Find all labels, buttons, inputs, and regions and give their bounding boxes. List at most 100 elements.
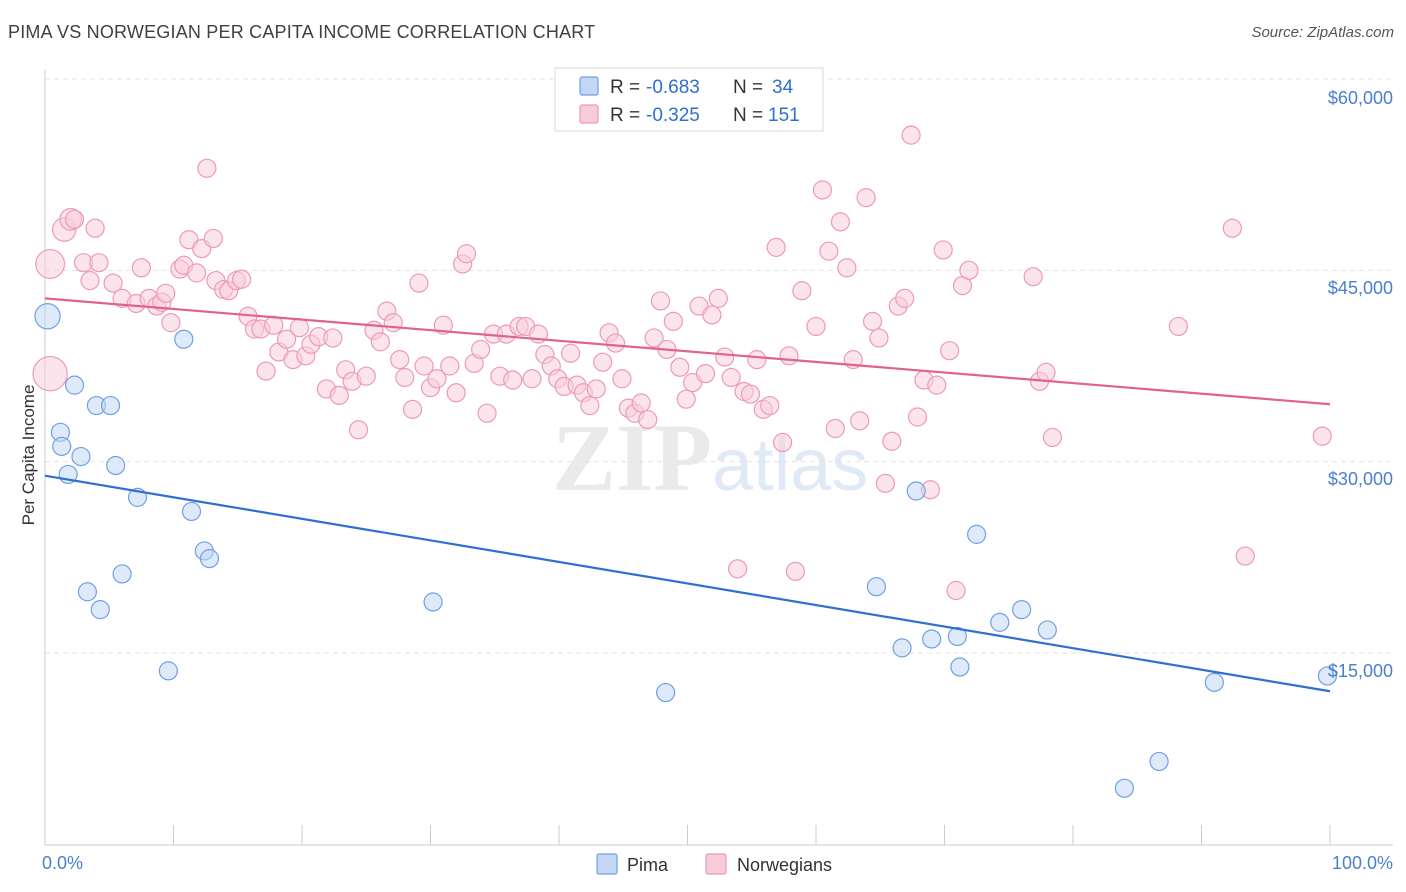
norwegians-point (740, 384, 761, 404)
y-tick-label: $30,000 (1328, 469, 1393, 489)
norwegians-point (695, 364, 716, 384)
norwegians-point (427, 369, 447, 389)
watermark-atlas: atlas (712, 423, 868, 506)
legend-n-value: 151 (768, 105, 800, 126)
pima-point (181, 501, 202, 522)
norwegians-point (156, 283, 176, 303)
norwegians-point (433, 315, 453, 335)
pima-point (90, 600, 110, 620)
norwegians-point (64, 209, 85, 229)
pima-point (423, 592, 443, 612)
norwegians-point (940, 341, 960, 361)
pima-point (656, 682, 676, 703)
norwegians-point (959, 260, 979, 280)
series-norwegians (32, 125, 1332, 601)
norwegians-point (638, 409, 658, 430)
series-pima (34, 303, 1338, 798)
norwegians-point (702, 305, 722, 325)
norwegians-point (806, 316, 826, 337)
pima-point (1037, 620, 1057, 640)
legend-n-label: N = (733, 77, 768, 98)
pima-point (906, 481, 926, 501)
norwegians-point (1222, 218, 1242, 238)
norwegians-point (348, 420, 369, 440)
norwegians-point (80, 270, 100, 291)
legend-swatch-pima (579, 76, 599, 96)
norwegians-point (882, 431, 902, 451)
norwegians-point (409, 273, 429, 293)
norwegians-point (772, 432, 793, 453)
norwegians-point (232, 269, 252, 289)
norwegians-point (792, 281, 812, 301)
norwegians-point (708, 288, 728, 308)
pima-point (106, 455, 126, 476)
norwegians-point (1168, 316, 1188, 337)
svg-text:R = -0.325 N =: R = -0.325 N = 151 (610, 105, 800, 126)
norwegians-point (785, 561, 806, 581)
norwegians-point (35, 248, 66, 279)
source-label: Source: ZipAtlas.com (1251, 24, 1394, 41)
norwegians-point (402, 399, 423, 419)
norwegians-point (440, 356, 460, 376)
norwegians-point (933, 240, 953, 260)
pima-point (1204, 672, 1224, 692)
norwegians-point (1023, 267, 1043, 287)
norwegians-point (605, 333, 626, 353)
pima-point (158, 661, 178, 681)
legend-swatch-norwegians (579, 104, 599, 124)
norwegians-point (89, 253, 109, 273)
norwegians-point (830, 212, 851, 232)
norwegians-point (1235, 546, 1255, 566)
norwegians-point (187, 263, 207, 283)
norwegians-point (1036, 362, 1056, 382)
norwegians-point (256, 361, 276, 381)
series-layer (32, 125, 1338, 798)
pima-point (892, 638, 912, 658)
bottom-legend-label-pima: Pima (627, 855, 669, 875)
bottom-legend-label-norwegians: Norwegians (737, 855, 832, 875)
norwegians-point (477, 403, 497, 423)
norwegians-point (875, 473, 895, 493)
y-tick-label: $60,000 (1328, 88, 1393, 108)
norwegians-point (356, 366, 376, 386)
norwegians-point (825, 418, 845, 439)
pima-point (71, 446, 91, 467)
stats-legend: R = -0.683 N = 34 R = -0.325 N = 151 (554, 67, 824, 132)
norwegians-point (676, 389, 696, 409)
series-legend: Pima Norwegians (596, 853, 832, 875)
pima-point (950, 657, 970, 677)
norwegians-point (390, 350, 410, 370)
norwegians-point (747, 350, 767, 370)
norwegians-point (728, 559, 748, 579)
norwegians-point (203, 228, 223, 249)
norwegians-point (329, 385, 349, 405)
pima-point (199, 549, 220, 569)
norwegians-point (895, 288, 915, 308)
pima-point (64, 375, 85, 395)
norwegians-point (837, 258, 857, 278)
y-tick-label: $15,000 (1328, 661, 1393, 681)
pima-point (1011, 600, 1032, 620)
pima-point (947, 626, 967, 647)
norwegians-point (856, 188, 876, 208)
norwegians-point (471, 339, 491, 360)
norwegians-point (869, 328, 889, 348)
norwegians-point (580, 395, 600, 416)
chart-title: PIMA VS NORWEGIAN PER CAPITA INCOME CORR… (8, 22, 596, 42)
pima-point (1114, 778, 1135, 798)
norwegians-point (1042, 427, 1063, 448)
legend-r-label: R = (610, 77, 645, 98)
norwegians-point (663, 311, 683, 331)
norwegians-point (289, 318, 310, 338)
norwegians-point (766, 237, 786, 257)
grid-lines (45, 78, 1393, 654)
pima-point (52, 436, 72, 456)
pima-point (922, 629, 942, 649)
norwegians-point (560, 343, 581, 363)
norwegians-point (650, 291, 671, 311)
norwegians-point (715, 347, 735, 367)
stats-legend-box (554, 67, 824, 132)
svg-text:R = -0.683 N =: R = -0.683 N = 34 (610, 77, 794, 98)
pima-point (1317, 666, 1338, 686)
